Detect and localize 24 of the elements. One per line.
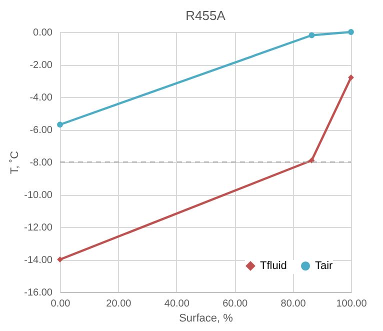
legend-label: Tair (315, 260, 334, 272)
y-tick-label: 0.00 (33, 28, 53, 38)
point (348, 29, 354, 35)
y-tick-label: -8.00 (30, 158, 53, 168)
point (57, 122, 63, 128)
y-tick-label: -16.00 (24, 288, 53, 298)
y-tick-label: -2.00 (30, 60, 53, 71)
x-tick-label: 80.00 (280, 298, 306, 310)
x-tick-label: 100.00 (336, 298, 368, 310)
x-tick-label: 60.00 (222, 298, 248, 310)
chart-title: R455A (186, 8, 226, 23)
x-tick-label: 20.00 (106, 298, 132, 310)
x-tick-label: 0.00 (50, 298, 71, 310)
y-tick-label: -12.00 (24, 222, 53, 234)
legend-label: Tfluid (260, 260, 287, 272)
x-axis-title: Surface, % (179, 312, 234, 324)
point (308, 32, 315, 38)
y-tick-label: -14.00 (24, 255, 53, 266)
y-axis-title: T, ˚C (9, 150, 22, 174)
y-tick-label: -10.00 (24, 190, 53, 201)
point (308, 157, 315, 164)
x-tick-label: 40.00 (164, 298, 190, 310)
y-tick-label: -4.00 (30, 92, 53, 104)
y-tick-label: -6.00 (30, 125, 53, 136)
